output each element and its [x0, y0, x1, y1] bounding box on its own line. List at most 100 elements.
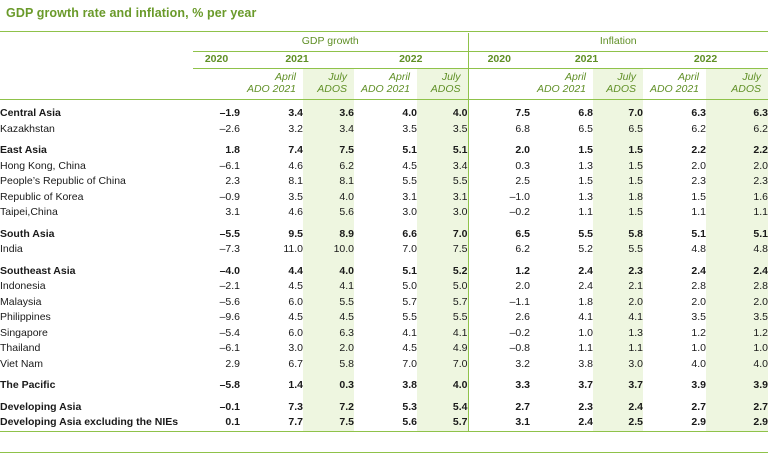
table-row: Taipei,China 3.1 4.6 5.6 3.0 3.0 –0.2 1.1 1.5 1.1…: [0, 205, 768, 221]
table-cell: 3.5: [402, 122, 417, 135]
table-cell: 1.5: [593, 205, 643, 221]
table-cell: 2.8: [691, 280, 706, 292]
table-cell: 1.3: [578, 159, 593, 172]
table-cell: 3.1: [417, 189, 468, 205]
row-label: Singapore: [0, 326, 48, 339]
table-cell: 6.6: [402, 227, 417, 240]
table-cell: 4.6: [288, 159, 303, 172]
table-cell: –5.5: [219, 227, 240, 240]
table-cell: 3.5: [417, 121, 468, 137]
table-cell: 5.0: [417, 279, 468, 295]
table-cell: 7.3: [288, 400, 303, 413]
table-cell: 6.2: [706, 121, 768, 137]
header-gdp-2020: 2020: [193, 51, 240, 69]
table-cell: 2.0: [467, 143, 530, 159]
table-cell: 6.2: [467, 242, 530, 258]
table-cell: 2.1: [593, 279, 643, 295]
table-cell: 4.5: [288, 311, 303, 323]
table-cell: 7.7: [240, 415, 303, 432]
table-cell: 2.8: [706, 279, 768, 295]
table-cell: 7.4: [288, 144, 303, 156]
table-row: Indonesia –2.1 4.5 4.1 5.0 5.0 2.0 2.4 2.1 2.8 2.8: [0, 279, 768, 295]
table-cell: 4.0: [303, 263, 354, 279]
table-cell: 8.1: [288, 175, 303, 187]
table-row: Developing Asia excluding the NIEs 0.1 7.7…: [0, 415, 768, 432]
table-row: Malaysia –5.6 6.0 5.5 5.7 5.7 –1.1 1.8 2.0 2.0 2.0: [0, 294, 768, 310]
table-cell: –0.9: [219, 190, 240, 203]
table-cell: 2.2: [706, 143, 768, 159]
table-cell: 5.5: [593, 242, 643, 258]
table-cell: 3.3: [467, 378, 530, 394]
table-cell: 7.5: [467, 106, 530, 122]
table-cell: –1.1: [467, 294, 530, 310]
row-label: Republic of Korea: [0, 190, 84, 203]
table-cell: 2.0: [467, 279, 530, 295]
table-cell: 2.9: [643, 415, 706, 432]
table-cell: 4.8: [691, 243, 706, 255]
table-cell: 3.1: [402, 190, 417, 203]
table-row: Singapore –5.4 6.0 6.3 4.1 4.1 –0.2 1.0 1.3 1.2 1.…: [0, 325, 768, 341]
header-end-rule: [0, 97, 768, 100]
row-label: Indonesia: [0, 280, 46, 292]
row-label: Developing Asia: [0, 400, 82, 413]
table-cell: 5.2: [417, 263, 468, 279]
table-row: East Asia 1.8 7.4 7.5 5.1 5.1 2.0 1.5 1.5 2.2 2.2: [0, 143, 768, 159]
table-cell: 4.0: [402, 107, 417, 119]
table-cell: –5.8: [219, 379, 240, 391]
table-cell: 3.4: [303, 121, 354, 137]
row-label: South Asia: [0, 227, 55, 240]
header-inf-2022-july: July ADOS: [706, 68, 768, 97]
table-cell: 1.2: [467, 263, 530, 279]
table-cell: 4.5: [303, 310, 354, 326]
table-cell: 2.9: [706, 415, 768, 432]
header-inf-2021-april: April ADO 2021: [536, 71, 586, 95]
table-cell: 5.1: [402, 264, 417, 277]
table-cell: 5.5: [417, 174, 468, 190]
table-cell: 3.8: [402, 379, 417, 391]
table-cell: 3.5: [706, 310, 768, 326]
table-cell: 7.0: [417, 226, 468, 242]
table-cell: 1.5: [593, 174, 643, 190]
table-cell: –6.1: [219, 159, 240, 172]
table-cell: 4.9: [417, 341, 468, 357]
table-cell: 7.0: [402, 357, 417, 370]
table-cell: 0.3: [303, 378, 354, 394]
table-cell: 3.2: [467, 356, 530, 372]
table-cell: 1.8: [593, 189, 643, 205]
table-cell: –6.1: [219, 342, 240, 354]
table-cell: 5.3: [402, 400, 417, 413]
header-row-groups: GDP growth Inflation: [0, 33, 768, 52]
table-cell: 2.5: [593, 415, 643, 432]
header-gdp-2022-july: July ADOS: [417, 68, 468, 97]
table-row: People’s Republic of China 2.3 8.1 8.1 5.5 5.…: [0, 174, 768, 190]
table-cell: –5.4: [219, 326, 240, 339]
table-cell: 5.1: [417, 143, 468, 159]
table-cell: 1.1: [578, 342, 593, 354]
table-cell: 6.8: [578, 107, 593, 119]
table-cell: 5.5: [303, 294, 354, 310]
table-cell: 6.7: [288, 357, 303, 370]
row-label: Kazakhstan: [0, 122, 55, 135]
table-cell: 0.3: [467, 158, 530, 174]
table-cell: 3.9: [706, 378, 768, 394]
header-gdp-2021: 2021: [240, 51, 354, 69]
row-label: Southeast Asia: [0, 264, 76, 277]
table-cell: 1.1: [593, 341, 643, 357]
table-cell: 4.1: [402, 326, 417, 339]
row-label: Viet Nam: [0, 357, 43, 370]
table-cell: 8.1: [303, 174, 354, 190]
header-inf-2021-july: July ADOS: [593, 68, 643, 97]
table-cell: 3.7: [578, 379, 593, 391]
table-cell: 6.8: [467, 121, 530, 137]
table-cell: 4.0: [303, 189, 354, 205]
header-gdp-2021-april: April ADO 2021: [246, 71, 296, 95]
table-cell: –2.6: [219, 122, 240, 135]
table-cell: 1.5: [691, 190, 706, 203]
table-cell: 5.6: [354, 415, 417, 432]
header-row-years: 2020 2021 2022 2020 2021 2022: [0, 51, 768, 69]
row-label: Central Asia: [0, 107, 61, 119]
table-cell: 6.2: [691, 122, 706, 135]
table-cell: 6.2: [303, 158, 354, 174]
table-cell: 7.5: [303, 143, 354, 159]
table-cell: 3.9: [691, 379, 706, 391]
